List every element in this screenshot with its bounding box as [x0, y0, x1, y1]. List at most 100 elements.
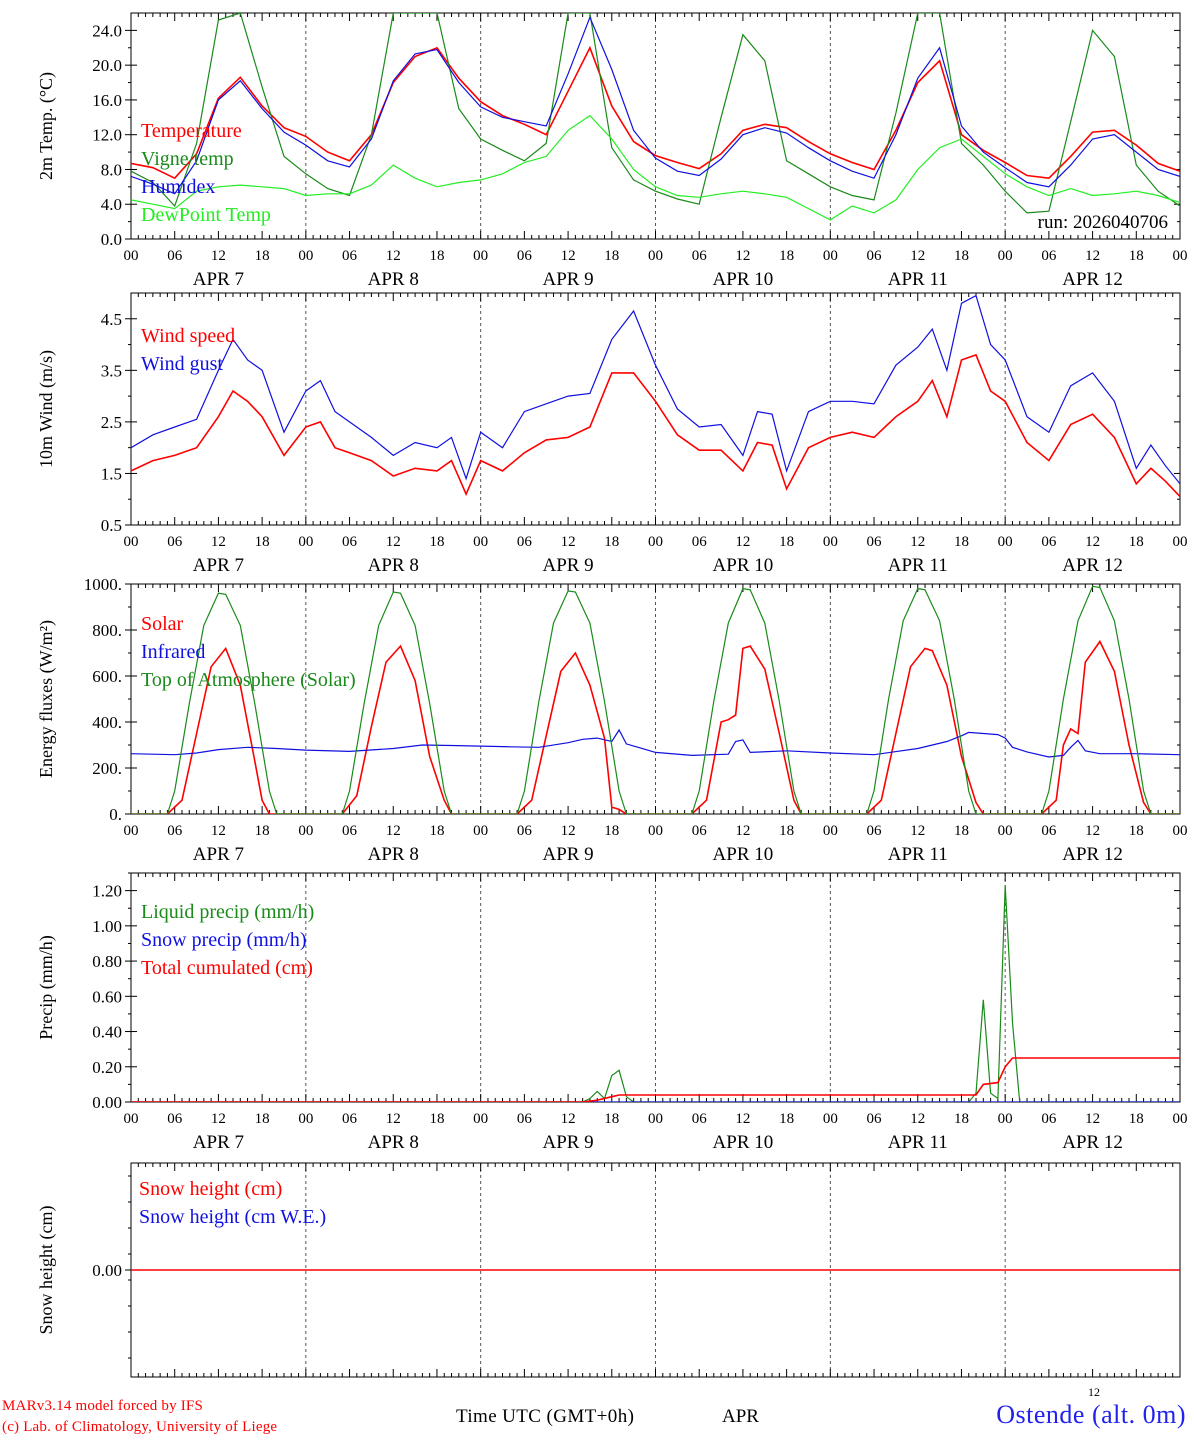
legend-total-cumulated-cm-: Total cumulated (cm): [141, 957, 313, 979]
x-tick-label: 12: [386, 534, 401, 550]
day-label: APR 8: [368, 269, 419, 290]
y-axis-label: Snow height (cm): [36, 1206, 57, 1335]
series-humidex: [131, 15, 1180, 195]
day-label: APR 7: [193, 269, 244, 290]
x-tick-label: 00: [998, 248, 1013, 264]
x-tick-label: 00: [473, 534, 488, 550]
y-tick-label: 20.0: [92, 56, 122, 75]
y-axis-label: Energy fluxes (W/m²): [36, 620, 57, 778]
y-tick-label: 24.0: [92, 21, 122, 40]
legend-vigne-temp: Vigne temp: [141, 148, 234, 170]
x-tick-label: 12: [561, 248, 576, 264]
x-tick-label: 18: [429, 1111, 444, 1127]
y-axis-label: Precip (mm/h): [36, 935, 57, 1039]
series-vigne-temp: [131, 13, 1180, 214]
legend-wind-gust: Wind gust: [141, 353, 223, 375]
x-tick-label: 18: [954, 248, 969, 264]
x-tick-label: 12: [910, 823, 925, 839]
x-tick-label: 06: [1041, 248, 1057, 264]
y-tick-label: 0.0: [101, 230, 122, 249]
x-tick-label: 00: [1173, 248, 1188, 264]
series-dewpoint-temp: [131, 114, 1180, 221]
x-tick-label: 12: [735, 823, 750, 839]
station-name: Ostende (alt. 0m): [996, 1400, 1186, 1429]
x-tick-label: 18: [429, 823, 444, 839]
x-tick-label: 18: [779, 248, 794, 264]
x-tick-label: 12: [211, 1111, 226, 1127]
y-tick-label: 2.5: [101, 413, 122, 432]
x-tick-label: 12: [1085, 248, 1100, 264]
x-tick-label: 00: [298, 248, 313, 264]
x-tick-label: 18: [429, 248, 444, 264]
x-tick-label: 06: [342, 534, 358, 550]
day-label: APR 9: [542, 844, 593, 865]
day-label: APR 10: [713, 844, 774, 865]
y-tick-label: 0.20: [92, 1058, 122, 1077]
x-tick-label: 18: [604, 823, 619, 839]
legend-liquid-precip-mm-h-: Liquid precip (mm/h): [141, 901, 314, 923]
x-tick-label: 06: [692, 534, 708, 550]
x-tick-label: 00: [124, 823, 139, 839]
x-tick-label: 12: [735, 1111, 750, 1127]
legend-wind-speed: Wind speed: [141, 325, 235, 347]
day-label: APR 9: [542, 269, 593, 290]
x-tick-label: 18: [1129, 534, 1144, 550]
x-tick-label: 06: [342, 248, 358, 264]
x-tick-label: 18: [1129, 248, 1144, 264]
y-tick-label: 8.0: [101, 160, 122, 179]
x-tick-label: 06: [1041, 1111, 1057, 1127]
series-liquid-precip-mm-h-: [131, 885, 1180, 1102]
x-tick-label: 00: [298, 534, 313, 550]
x-tick-label: 12: [735, 248, 750, 264]
x-tick-label: 12: [211, 248, 226, 264]
panel-1: 0.0 4.0 8.0 12.0 16.0 20.0 24.0 2m Temp. (°C) 00…: [36, 12, 1188, 290]
day-label: APR 10: [713, 269, 774, 290]
x-tick-label: 00: [124, 248, 139, 264]
x-tick-label: 00: [648, 1111, 663, 1127]
x-tick-label: 06: [517, 534, 533, 550]
y-tick-label: 800.: [92, 621, 122, 640]
x-tick-label: 06: [867, 1111, 883, 1127]
legend-solar: Solar: [141, 613, 184, 635]
legend-temperature: Temperature: [141, 120, 242, 142]
x-tick-label: 18: [1129, 1111, 1144, 1127]
series-solar: [131, 639, 1180, 814]
x-tick-label: 06: [1041, 823, 1057, 839]
x-tick-label: 06: [517, 248, 533, 264]
x-tick-label: 12: [1085, 1111, 1100, 1127]
y-tick-label: 0.00: [92, 1261, 122, 1280]
day-label: APR 11: [888, 844, 948, 865]
x-tick-label: 00: [998, 534, 1013, 550]
x-tick-label: 00: [124, 1111, 139, 1127]
x-tick-label: 18: [954, 534, 969, 550]
x-tick-label: 12: [910, 534, 925, 550]
x-tick-label: 06: [517, 1111, 533, 1127]
day-label: APR 9: [542, 1132, 593, 1153]
x-tick-label: 06: [342, 823, 358, 839]
x-tick-label: 06: [517, 823, 533, 839]
x-tick-label: 12: [910, 248, 925, 264]
y-tick-label: 4.5: [101, 310, 122, 329]
legend-snow-height-cm-w-e-: Snow height (cm W.E.): [139, 1206, 326, 1228]
y-tick-label: 1.20: [92, 882, 122, 901]
series-wind-speed: [131, 353, 1180, 498]
x-tick-label: 00: [473, 823, 488, 839]
x-tick-label: 06: [167, 823, 183, 839]
y-tick-label: 0.40: [92, 1023, 122, 1042]
x-tick-label: 12: [386, 248, 401, 264]
series-temperature: [131, 45, 1180, 180]
x-tick-label: 06: [167, 534, 183, 550]
legend-snow-precip-mm-h-: Snow precip (mm/h): [141, 929, 307, 951]
x-tick-label: 00: [823, 534, 838, 550]
panel-4: 0.00 0.20 0.40 0.60 0.80 1.00 1.20 Precip (mm/h…: [36, 872, 1188, 1153]
x-tick-label: 18: [255, 823, 270, 839]
x-tick-label: 12: [1085, 534, 1100, 550]
x-tick-label: 06: [692, 1111, 708, 1127]
series-total-cumulated-cm-: [131, 1057, 1180, 1102]
x-tick-label: 00: [823, 823, 838, 839]
x-tick-label: 12: [561, 534, 576, 550]
legend-top-of-atmosphere-solar-: Top of Atmosphere (Solar): [141, 669, 356, 691]
day-label: APR 8: [368, 555, 419, 576]
y-axis-label: 10m Wind (m/s): [36, 350, 57, 468]
x-tick-label: 12: [386, 823, 401, 839]
